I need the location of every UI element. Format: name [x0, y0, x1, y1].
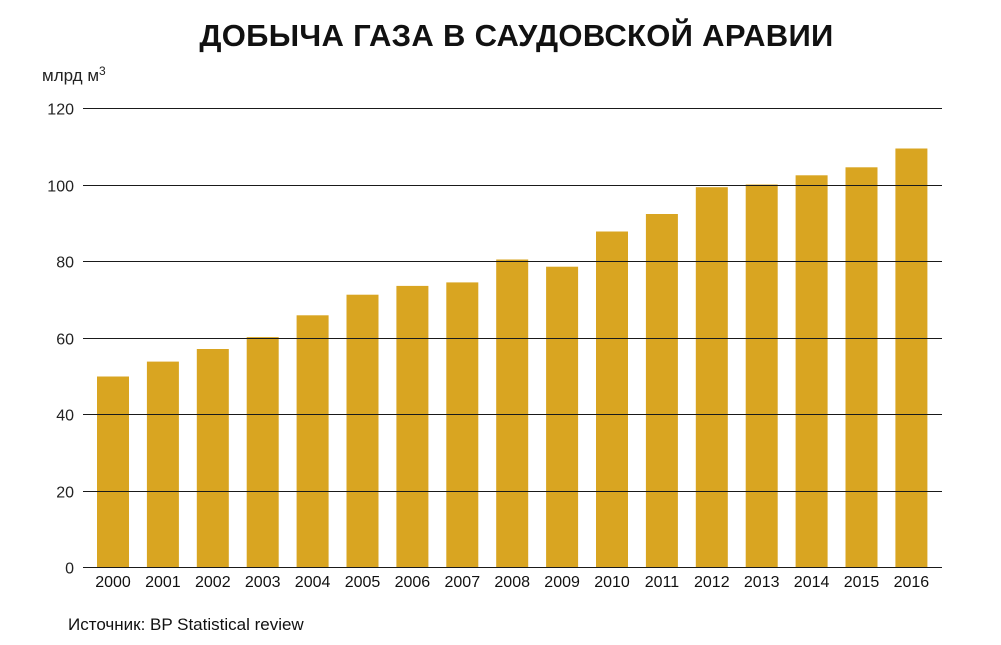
x-axis-labels: 2000 2001 2002 2003 2004 2005 2006 2007 2008 2009… — [95, 574, 929, 591]
bar-2013 — [745, 184, 778, 567]
bar-2011 — [645, 214, 678, 567]
bar-2016 — [895, 148, 928, 567]
bar-2005 — [346, 294, 379, 567]
y-tick-label-60: 60 — [56, 332, 74, 349]
bar-2010 — [596, 231, 628, 567]
bar-2014 — [795, 175, 828, 568]
x-tick-label-2000: 2000 — [95, 574, 131, 591]
y-unit-label: млрд м3 — [42, 64, 106, 86]
bar-2007 — [446, 282, 479, 567]
gridlines: 0 20 40 60 80 100 120 — [47, 102, 942, 578]
chart-title: ДОБЫЧА ГАЗА В САУДОВСКОЙ АРАВИИ — [199, 18, 834, 53]
bar-2009 — [546, 266, 579, 567]
bar-2012 — [695, 187, 728, 567]
source-note: Источник: BP Statistical review — [68, 615, 304, 634]
x-tick-label-2001: 2001 — [145, 574, 181, 591]
y-tick-label-0: 0 — [65, 561, 74, 578]
bars — [97, 148, 928, 568]
bar-2002 — [196, 349, 229, 567]
x-tick-label-2004: 2004 — [295, 574, 331, 591]
bar-2003 — [246, 337, 279, 567]
bar-2006 — [396, 285, 429, 567]
x-tick-label-2011: 2011 — [645, 574, 680, 591]
x-tick-label-2009: 2009 — [544, 574, 580, 591]
x-tick-label-2007: 2007 — [445, 574, 481, 591]
y-tick-label-20: 20 — [56, 485, 74, 502]
bar-2008 — [496, 259, 529, 567]
x-tick-label-2005: 2005 — [345, 574, 381, 591]
x-tick-label-2002: 2002 — [195, 574, 231, 591]
x-tick-label-2012: 2012 — [694, 574, 730, 591]
x-tick-label-2014: 2014 — [794, 574, 830, 591]
bar-2000 — [97, 376, 129, 567]
bar-2015 — [845, 167, 878, 568]
y-tick-label-40: 40 — [56, 408, 74, 425]
y-tick-label-100: 100 — [47, 179, 74, 196]
x-tick-label-2016: 2016 — [894, 574, 930, 591]
y-tick-label-80: 80 — [56, 255, 74, 272]
unit-superscript: 3 — [99, 64, 106, 78]
x-tick-label-2015: 2015 — [844, 574, 880, 591]
x-tick-label-2010: 2010 — [594, 574, 630, 591]
y-tick-label-120: 120 — [47, 102, 74, 119]
bar-2004 — [296, 315, 329, 567]
x-tick-label-2008: 2008 — [494, 574, 530, 591]
x-tick-label-2006: 2006 — [395, 574, 431, 591]
x-tick-label-2013: 2013 — [744, 574, 780, 591]
x-tick-label-2003: 2003 — [245, 574, 281, 591]
unit-text: млрд м — [42, 66, 100, 85]
bar-2001 — [146, 361, 179, 567]
